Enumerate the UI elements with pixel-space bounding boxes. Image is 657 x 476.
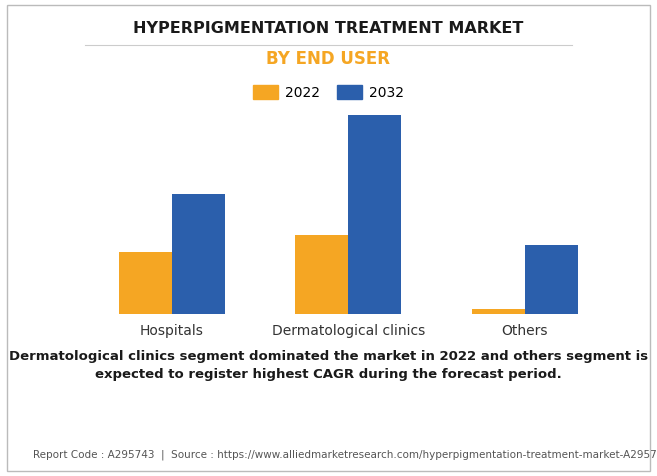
Text: Report Code : A295743  |  Source : https://www.alliedmarketresearch.com/hyperpig: Report Code : A295743 | Source : https:/… (33, 450, 657, 460)
Bar (348, 115, 401, 314)
Bar (171, 194, 225, 314)
Text: HYPERPIGMENTATION TREATMENT MARKET: HYPERPIGMENTATION TREATMENT MARKET (133, 21, 524, 37)
Bar (295, 235, 348, 314)
Text: BY END USER: BY END USER (267, 50, 390, 68)
Legend: 2022, 2032: 2022, 2032 (249, 81, 408, 104)
Bar (525, 245, 578, 314)
Bar (472, 309, 525, 314)
Bar (119, 252, 171, 314)
Text: Dermatological clinics segment dominated the market in 2022 and others segment i: Dermatological clinics segment dominated… (9, 350, 648, 381)
